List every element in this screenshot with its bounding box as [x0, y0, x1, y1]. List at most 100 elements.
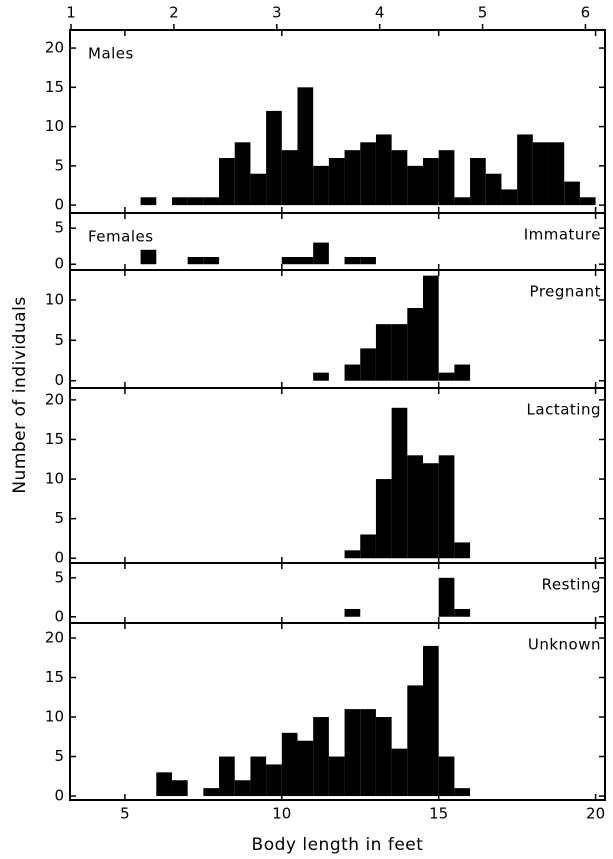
bar — [439, 578, 455, 617]
bar — [329, 757, 345, 797]
bar — [423, 158, 439, 205]
bar — [423, 646, 439, 796]
y-tick-label: 5 — [54, 331, 64, 349]
y-tick-label: 20 — [45, 629, 64, 647]
x2-tick-label: 5 — [478, 4, 488, 22]
bar — [313, 166, 329, 205]
bar — [486, 174, 502, 205]
bar — [439, 757, 455, 797]
bar — [392, 150, 408, 205]
bar — [345, 709, 361, 796]
bar — [360, 709, 376, 796]
bar — [235, 142, 251, 205]
bar — [423, 276, 439, 381]
y-tick-label: 5 — [54, 568, 64, 586]
bar — [282, 150, 298, 205]
bar — [454, 609, 470, 617]
bar — [297, 87, 313, 205]
y-tick-label: 5 — [54, 509, 64, 527]
x-axis-label: Body length in feet — [252, 835, 424, 855]
y-tick-label: 20 — [45, 390, 64, 408]
bar — [407, 455, 423, 558]
bar — [329, 158, 345, 205]
x2-tick-label: 6 — [581, 4, 591, 22]
x2-tick-label: 2 — [169, 4, 179, 22]
bar — [297, 741, 313, 796]
bar — [172, 197, 188, 205]
group-label: Females — [88, 228, 154, 246]
bar — [266, 764, 282, 796]
bar — [376, 717, 392, 796]
bar — [376, 479, 392, 558]
bar — [392, 324, 408, 381]
x2-tick-label: 1 — [66, 4, 76, 22]
y-tick-label: 0 — [54, 255, 64, 273]
y-tick-label: 0 — [54, 549, 64, 567]
bar — [439, 150, 455, 205]
bar — [549, 142, 565, 205]
bar — [470, 158, 486, 205]
y-tick-label: 20 — [45, 39, 64, 57]
panel-frame — [70, 563, 605, 623]
bar — [360, 534, 376, 558]
bar — [235, 780, 251, 796]
panel-label: Resting — [542, 576, 601, 594]
y-axis-label: Number of individuals — [10, 296, 30, 493]
bar — [454, 788, 470, 796]
bar — [580, 197, 596, 205]
bar — [250, 174, 266, 205]
y-tick-label: 5 — [54, 156, 64, 174]
bar — [454, 542, 470, 558]
panel-label: Immature — [524, 226, 601, 244]
bar — [439, 455, 455, 558]
bar — [533, 142, 549, 205]
panel-label: Lactating — [527, 401, 601, 419]
y-tick-label: 15 — [45, 78, 64, 96]
bar — [360, 348, 376, 380]
bar — [376, 134, 392, 205]
bar — [313, 373, 329, 381]
bar — [345, 257, 361, 264]
bar — [250, 757, 266, 797]
x-tick-label: 20 — [586, 805, 605, 823]
bar — [345, 365, 361, 381]
bar — [423, 463, 439, 558]
bar — [501, 189, 517, 205]
bar — [203, 257, 219, 264]
bar — [454, 197, 470, 205]
x-tick-label: 15 — [429, 805, 448, 823]
bar — [345, 609, 361, 617]
bar — [203, 197, 219, 205]
bar — [266, 111, 282, 205]
y-tick-label: 0 — [54, 787, 64, 805]
panel-label: Males — [88, 45, 134, 63]
bar — [454, 365, 470, 381]
bar — [141, 197, 157, 205]
panel-frame — [70, 270, 605, 388]
bar — [297, 257, 313, 264]
y-tick-label: 15 — [45, 668, 64, 686]
bar — [156, 772, 172, 796]
bar — [439, 373, 455, 381]
bar — [360, 142, 376, 205]
bar — [219, 757, 235, 797]
bar — [172, 780, 188, 796]
y-tick-label: 5 — [54, 747, 64, 765]
page: 05101520123456Males05ImmatureFemales0510… — [0, 0, 613, 859]
bar — [188, 257, 204, 264]
x-tick-label: 5 — [120, 805, 130, 823]
y-tick-label: 10 — [45, 290, 64, 308]
y-tick-label: 10 — [45, 708, 64, 726]
y-tick-label: 15 — [45, 430, 64, 448]
bar — [392, 749, 408, 796]
panel-label: Pregnant — [530, 283, 601, 301]
y-tick-label: 5 — [54, 219, 64, 237]
x2-tick-label: 3 — [272, 4, 282, 22]
bar — [282, 257, 298, 264]
y-tick-label: 0 — [54, 607, 64, 625]
bar — [345, 550, 361, 558]
bar — [188, 197, 204, 205]
bar — [313, 717, 329, 796]
bar — [282, 733, 298, 796]
chart: 05101520123456Males05ImmatureFemales0510… — [0, 0, 613, 859]
